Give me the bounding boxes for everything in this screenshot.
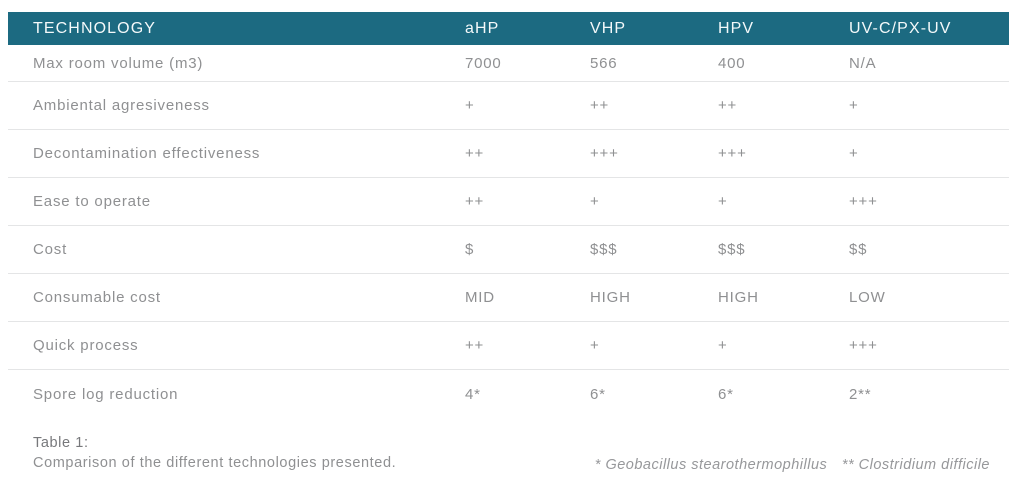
cell-hpv: $$$ <box>718 241 746 258</box>
cell-vhp: ++ <box>590 97 610 114</box>
cell-uvc-px-uv: LOW <box>849 289 886 306</box>
cell-uvc-px-uv: +++ <box>849 337 878 354</box>
cell-hpv: 400 <box>718 54 746 72</box>
cell-hpv: HIGH <box>718 289 759 306</box>
header-cell-hpv: HPV <box>718 19 755 37</box>
table-row: Quick process ++ + + +++ <box>8 322 1009 370</box>
table-row: Consumable cost MID HIGH HIGH LOW <box>8 274 1009 322</box>
cell-ahp: 4* <box>465 385 481 403</box>
cell-ahp: 7000 <box>465 54 502 72</box>
cell-hpv: + <box>718 193 728 210</box>
cell-ahp: ++ <box>465 193 485 210</box>
row-label: Max room volume (m3) <box>33 54 204 72</box>
caption-row: Table 1: Comparison of the different tec… <box>8 418 1009 473</box>
row-label: Cost <box>33 241 68 258</box>
table-row: Decontamination effectiveness ++ +++ +++… <box>8 130 1009 178</box>
cell-vhp: + <box>590 193 600 210</box>
row-label: Quick process <box>33 337 139 354</box>
table-caption-title: Table 1: <box>33 435 89 451</box>
page: TECHNOLOGY aHP VHP HPV UV-C/PX-UV Max ro… <box>8 12 1009 473</box>
cell-vhp: $$$ <box>590 241 618 258</box>
row-label: Consumable cost <box>33 289 161 306</box>
header-cell-uvc-px-uv: UV-C/PX-UV <box>849 19 952 37</box>
cell-ahp: $ <box>465 241 475 258</box>
table-caption: Table 1: Comparison of the different tec… <box>33 433 396 473</box>
cell-ahp: ++ <box>465 337 485 354</box>
cell-vhp: 6* <box>590 385 606 403</box>
cell-ahp: MID <box>465 289 495 306</box>
row-label: Spore log reduction <box>33 385 179 403</box>
cell-hpv: ++ <box>718 97 738 114</box>
footnotes: * Geobacillus stearothermophillus ** Clo… <box>595 457 990 473</box>
row-label: Decontamination effectiveness <box>33 145 261 162</box>
cell-uvc-px-uv: 2** <box>849 385 872 403</box>
comparison-table: TECHNOLOGY aHP VHP HPV UV-C/PX-UV Max ro… <box>8 12 1009 418</box>
table-row: Cost $ $$$ $$$ $$ <box>8 226 1009 274</box>
table-row: Max room volume (m3) 7000 566 400 N/A <box>8 45 1009 82</box>
table-row: Spore log reduction 4* 6* 6* 2** <box>8 370 1009 418</box>
cell-hpv: 6* <box>718 385 734 403</box>
header-cell-ahp: aHP <box>465 19 500 37</box>
header-cell-technology: TECHNOLOGY <box>33 19 157 37</box>
cell-hpv: + <box>718 337 728 354</box>
table-row: Ambiental agresiveness + ++ ++ + <box>8 82 1009 130</box>
table-header-row: TECHNOLOGY aHP VHP HPV UV-C/PX-UV <box>8 12 1009 45</box>
footnote-clostridium: ** Clostridium difficile <box>841 457 990 473</box>
footnote-geobacillus: * Geobacillus stearothermophillus <box>594 457 828 473</box>
cell-uvc-px-uv: + <box>849 97 859 114</box>
cell-vhp: + <box>590 337 600 354</box>
cell-uvc-px-uv: $$ <box>849 241 868 258</box>
cell-ahp: + <box>465 97 475 114</box>
cell-vhp: +++ <box>590 145 619 162</box>
cell-uvc-px-uv: + <box>849 145 859 162</box>
cell-hpv: +++ <box>718 145 747 162</box>
table-row: Ease to operate ++ + + +++ <box>8 178 1009 226</box>
cell-uvc-px-uv: +++ <box>849 193 878 210</box>
cell-uvc-px-uv: N/A <box>849 54 877 72</box>
row-label: Ambiental agresiveness <box>33 97 210 114</box>
cell-vhp: 566 <box>590 54 618 72</box>
cell-ahp: ++ <box>465 145 485 162</box>
table-body: Max room volume (m3) 7000 566 400 N/A Am… <box>8 45 1009 418</box>
row-label: Ease to operate <box>33 193 151 210</box>
header-cell-vhp: VHP <box>590 19 627 37</box>
cell-vhp: HIGH <box>590 289 631 306</box>
table-caption-text: Comparison of the different technologies… <box>33 455 397 471</box>
